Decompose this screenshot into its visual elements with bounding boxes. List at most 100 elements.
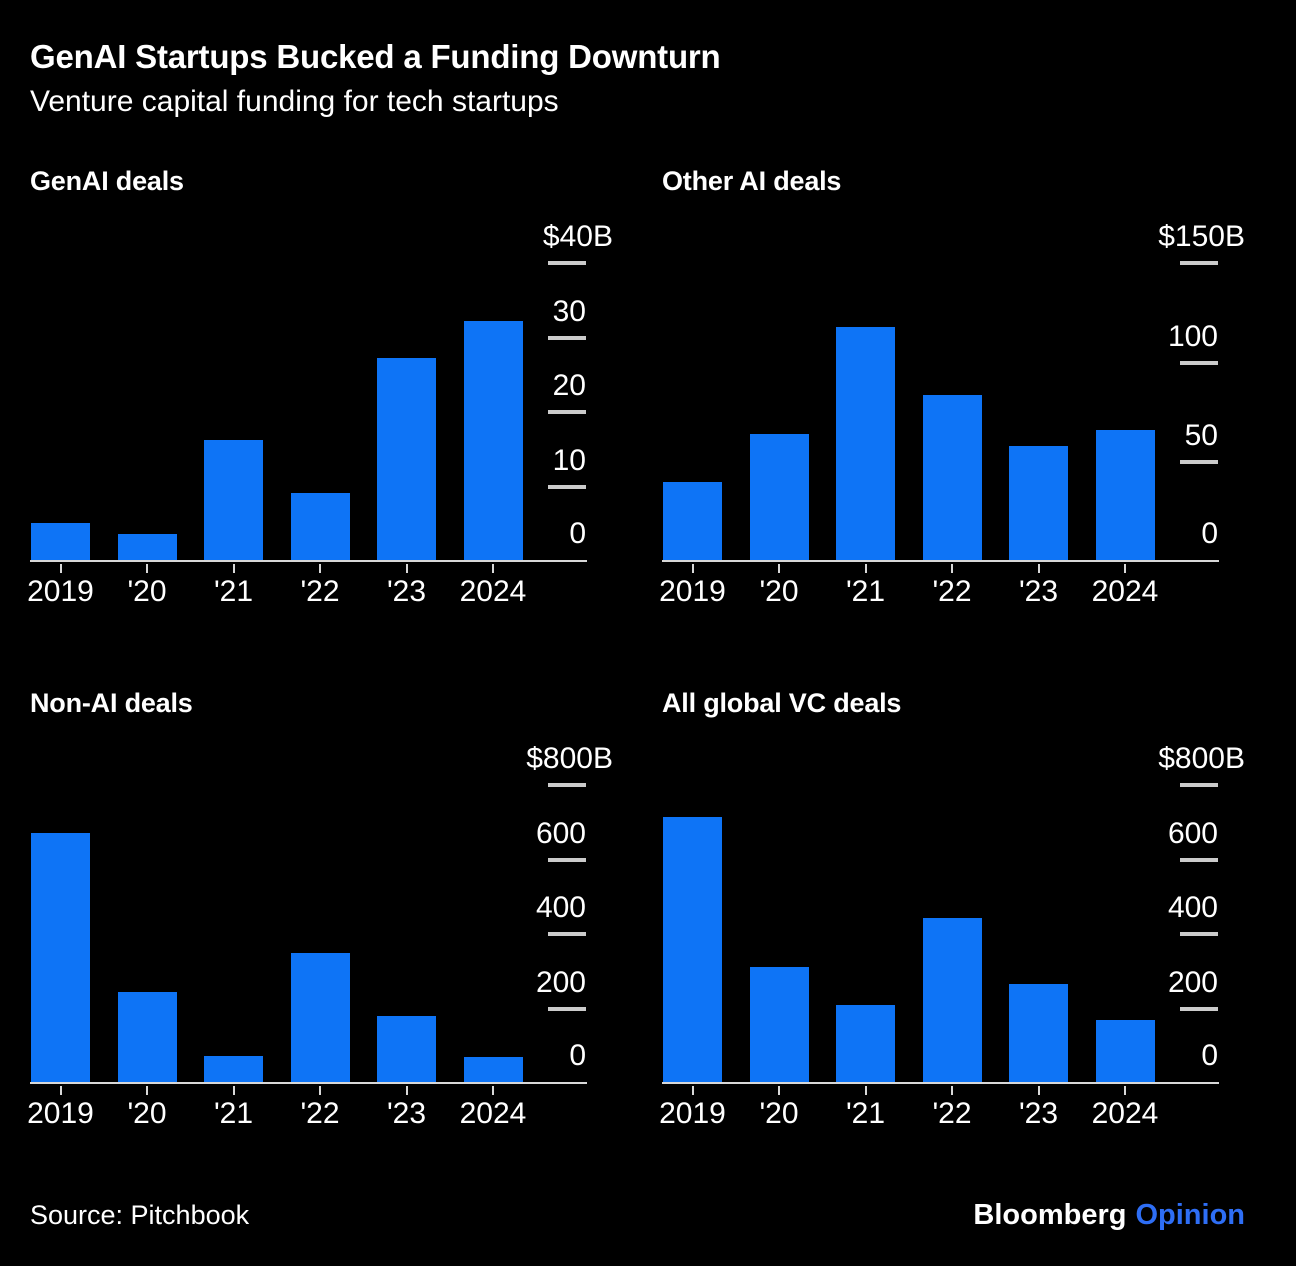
y-tick-dash: [548, 410, 586, 414]
chart-panel-genai-deals: GenAI deals 2019 '20 '21 '22 '23 2024 0 10 20 30 $…: [27, 166, 613, 610]
y-tick-label: 20: [552, 369, 586, 402]
x-axis-line: [30, 560, 587, 562]
y-tick-dash: [1180, 261, 1218, 265]
y-tick-label: 600: [1167, 817, 1218, 850]
chart-grid: GenAI deals 2019 '20 '21 '22 '23 2024 0 10 20 30 $…: [27, 166, 1245, 1132]
y-tick-label: $40B: [542, 220, 613, 253]
y-tick-label: $800B: [526, 742, 613, 775]
y-tick-dash: [1180, 460, 1218, 464]
y-tick-100: 100: [1168, 322, 1245, 365]
y-tick-dash: [548, 783, 586, 787]
y-tick-label: 0: [1201, 1039, 1218, 1072]
x-axis-label: '21: [845, 575, 886, 608]
x-axis-line: [662, 1082, 1219, 1084]
x-tick-mark: [59, 1086, 62, 1095]
x-tick-mark: [492, 1086, 494, 1095]
x-axis-label: '20: [759, 1097, 799, 1130]
chart-title-genai-deals: GenAI deals: [30, 166, 184, 196]
y-tick-600: 600: [1168, 819, 1245, 862]
bar-2024: [463, 321, 523, 560]
bar-23: [377, 1016, 436, 1082]
x-axis-label: 2019: [659, 575, 726, 608]
y-tick-dash: [548, 485, 586, 489]
x-tick-mark: [319, 1086, 321, 1095]
chart-title-other-ai-deals: Other AI deals: [662, 166, 842, 196]
x-tick-mark: [1124, 1086, 1126, 1095]
plot-area-all-global-vc-deals: 2019 '20 '21 '22 '23 2024 0 200 400 600 $800B: [659, 744, 1245, 1131]
y-tick-dash: [1180, 783, 1218, 787]
bar-23: [1009, 984, 1068, 1082]
x-axis-label: '21: [213, 575, 254, 608]
x-tick-mark: [864, 1086, 867, 1095]
y-tick-0: 0: [1180, 1041, 1245, 1084]
bar-21: [204, 440, 263, 560]
page-subtitle: Venture capital funding for tech startup…: [30, 85, 559, 118]
x-axis-line: [30, 1082, 587, 1084]
bar-20: [749, 434, 809, 560]
bar-23: [1009, 446, 1068, 560]
page-title: GenAI Startups Bucked a Funding Downturn: [30, 38, 721, 75]
x-axis-label: '22: [932, 575, 972, 608]
x-axis-label: '21: [845, 1097, 886, 1130]
bar-23: [377, 358, 436, 560]
x-tick-mark: [1124, 564, 1126, 573]
bar-20: [117, 534, 177, 560]
bar-2024: [463, 1057, 523, 1082]
bar-2024: [1095, 1020, 1155, 1082]
y-tick-dash: [548, 932, 586, 936]
y-tick-400: 400: [1168, 893, 1245, 936]
x-axis-line: [662, 560, 1219, 562]
y-tick-label: 0: [569, 517, 586, 550]
x-tick-mark: [232, 564, 235, 573]
bar-21: [836, 1005, 895, 1082]
x-axis-label: 2019: [659, 1097, 726, 1130]
bar-22: [290, 953, 350, 1082]
source-note: Source: Pitchbook: [30, 1200, 250, 1230]
bar-22: [922, 918, 982, 1082]
y-tick-50: 50: [1180, 421, 1245, 464]
x-tick-mark: [319, 564, 321, 573]
y-tick-label: 400: [1167, 891, 1218, 924]
x-axis-label: '22: [300, 575, 340, 608]
x-axis-label: '23: [386, 1097, 427, 1130]
x-axis-label: '21: [213, 1097, 254, 1130]
x-axis-label: '22: [932, 1097, 972, 1130]
y-tick-0: 0: [548, 1041, 613, 1084]
chart-title-non-ai-deals: Non-AI deals: [30, 688, 193, 718]
bar-22: [290, 493, 350, 560]
y-tick-label: 600: [535, 817, 586, 850]
x-axis-label: 2024: [459, 1097, 527, 1130]
y-tick-0: 0: [1180, 519, 1245, 562]
y-tick-label: $800B: [1158, 742, 1245, 775]
bar-20: [117, 992, 177, 1082]
x-tick-mark: [1037, 564, 1040, 573]
x-tick-mark: [146, 1086, 148, 1095]
x-axis-label: 2024: [1091, 1097, 1159, 1130]
bar-2019: [31, 523, 90, 560]
bar-2019: [31, 833, 90, 1082]
x-axis-label: '20: [127, 1097, 167, 1130]
y-tick-800: $800B: [526, 744, 613, 787]
y-tick-30: 30: [548, 297, 613, 340]
y-tick-label: 400: [535, 891, 586, 924]
y-tick-label: 200: [535, 966, 586, 999]
x-axis-label: '23: [1018, 575, 1059, 608]
y-tick-dash: [1180, 858, 1218, 862]
x-axis-label: '20: [759, 575, 799, 608]
x-tick-mark: [1037, 1086, 1040, 1095]
y-tick-label: 0: [569, 1039, 586, 1072]
x-tick-mark: [778, 564, 780, 573]
x-tick-mark: [405, 564, 408, 573]
y-tick-label: 200: [1167, 966, 1218, 999]
y-tick-150: $150B: [1158, 222, 1245, 265]
y-tick-dash: [548, 858, 586, 862]
x-tick-mark: [492, 564, 494, 573]
x-tick-mark: [405, 1086, 408, 1095]
x-tick-mark: [864, 564, 867, 573]
x-tick-mark: [691, 1086, 694, 1095]
footer: Source: Pitchbook Bloomberg Opinion: [30, 1198, 1245, 1232]
y-tick-label: 0: [1201, 517, 1218, 550]
y-tick-label: 10: [552, 444, 586, 477]
y-tick-label: 100: [1167, 320, 1218, 353]
x-axis-label: '23: [386, 575, 427, 608]
